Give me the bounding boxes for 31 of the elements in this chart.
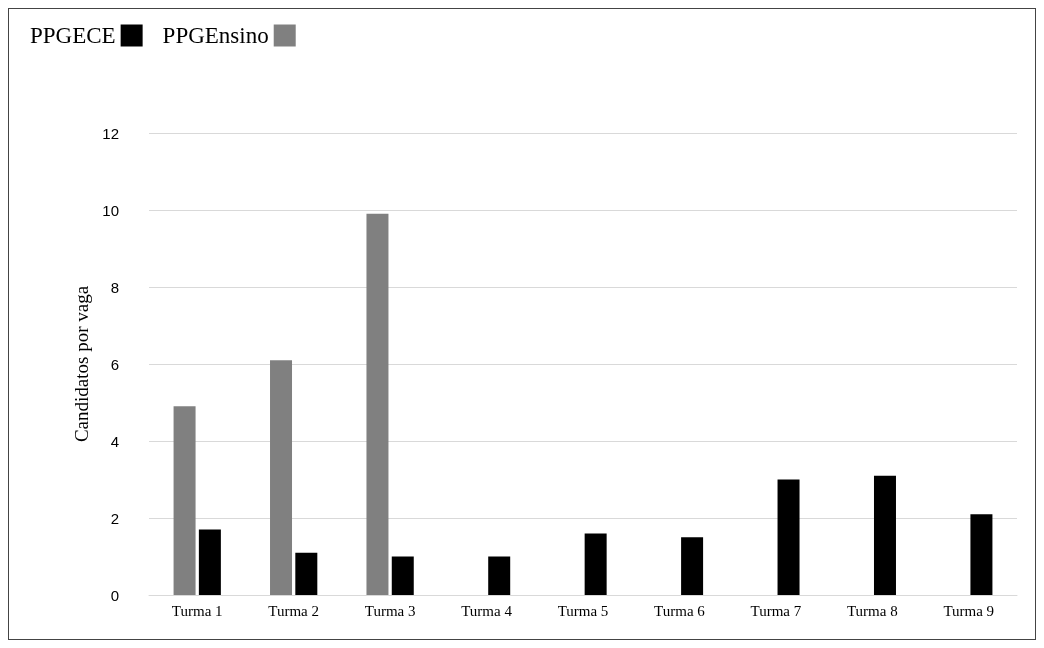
bar <box>488 556 511 595</box>
x-tick-label: Turma 2 <box>268 602 320 619</box>
y-tick-label: 8 <box>110 278 119 296</box>
x-tick-label: Turma 8 <box>846 602 898 619</box>
x-tick-label: Turma 4 <box>461 602 513 619</box>
x-tick-label: Turma 1 <box>171 602 223 619</box>
y-tick-label: 6 <box>110 355 119 373</box>
y-tick-label: 0 <box>110 586 119 604</box>
bar <box>173 406 196 595</box>
x-tick-label: Turma 3 <box>364 602 416 619</box>
x-tick-label: Turma 7 <box>750 602 802 619</box>
y-axis-title: Candidatos por vaga <box>71 285 92 443</box>
y-tick-label: 4 <box>110 432 119 450</box>
bar <box>777 479 800 595</box>
bar <box>391 556 414 595</box>
x-tick-label: Turma 9 <box>943 602 995 619</box>
y-tick-label: 10 <box>102 201 119 219</box>
bar <box>366 213 389 595</box>
legend-label: PPGEnsino <box>162 23 269 48</box>
y-tick-label: 2 <box>110 509 119 527</box>
bar <box>970 514 993 595</box>
bar <box>198 529 221 595</box>
bar <box>873 475 896 595</box>
bar <box>584 533 607 595</box>
bar <box>681 537 704 595</box>
x-tick-label: Turma 6 <box>654 602 706 619</box>
legend-label: PPGECE <box>29 23 116 48</box>
x-tick-label: Turma 5 <box>557 602 609 619</box>
bar <box>295 552 318 595</box>
y-tick-label: 12 <box>102 124 119 142</box>
bar <box>270 360 293 595</box>
